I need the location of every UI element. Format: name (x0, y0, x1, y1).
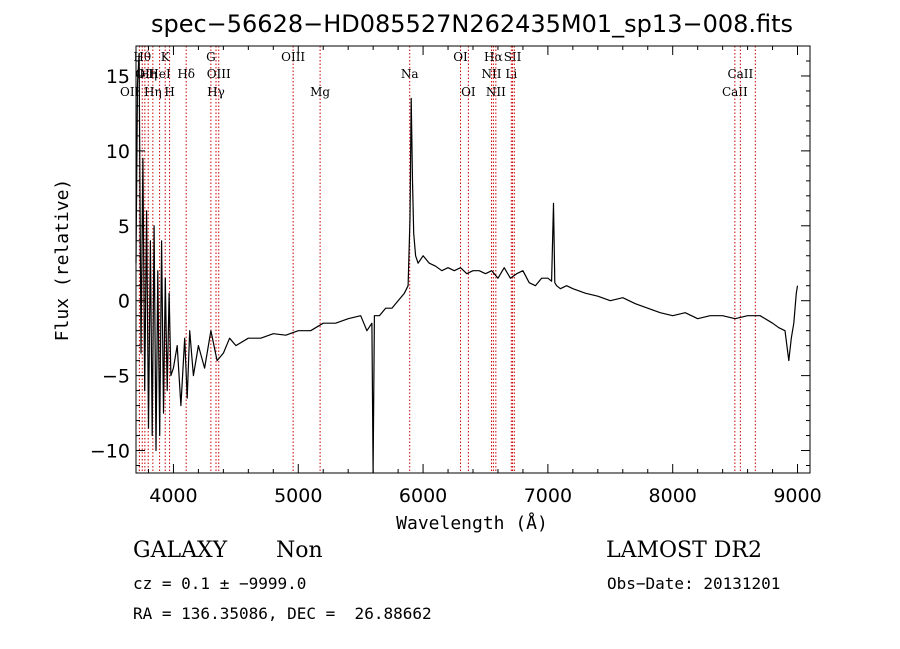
line-marker-label: Hα (484, 50, 503, 64)
line-marker-label: Li (505, 67, 517, 81)
class-label: GALAXY (133, 538, 228, 563)
line-marker-label: K (161, 50, 171, 64)
line-marker-label: H (164, 85, 174, 99)
x-tick-label: 9000 (773, 485, 821, 507)
line-marker-label: OI (453, 50, 468, 64)
line-marker-label: CaII (722, 85, 748, 99)
line-marker-label: Mg (310, 85, 330, 99)
survey-label: LAMOST DR2 (606, 538, 762, 563)
line-marker-label: NII (481, 67, 501, 81)
chart-title: spec−56628−HD085527N262435M01_sp13−008.f… (151, 10, 793, 38)
line-marker-label: OI (461, 85, 476, 99)
line-marker-label: SII (504, 50, 522, 64)
line-marker-label: NII (486, 85, 506, 99)
coords-text: RA = 136.35086, DEC = 26.88662 (133, 604, 432, 623)
y-axis-label: Flux (relative) (52, 179, 73, 342)
line-markers: OIIHθOIIHηHηHeIKHHδGHγOIIIOIIIMgNaOIOINI… (120, 46, 756, 473)
x-tick-label: 7000 (524, 485, 572, 507)
x-tick-label: 4000 (149, 485, 197, 507)
line-marker-label: OII (120, 85, 140, 99)
line-marker-label: CaII (727, 67, 753, 81)
line-marker-label: G (206, 50, 216, 64)
plot-frame (135, 45, 811, 474)
y-tick-label: 0 (118, 291, 130, 313)
x-axis: 4000 5000 6000 7000 8000 9000 (147, 46, 822, 507)
line-marker-label: Na (401, 67, 419, 81)
line-marker-label: HeI (148, 67, 171, 81)
x-tick-label: 5000 (274, 485, 322, 507)
obs-date-text: Obs−Date: 20131201 (607, 574, 781, 593)
x-tick-label: 8000 (649, 485, 697, 507)
x-tick-label: 6000 (399, 485, 447, 507)
line-marker-label: Hδ (177, 67, 195, 81)
line-marker-label: Hγ (207, 85, 225, 99)
cz-text: cz = 0.1 ± −9999.0 (133, 574, 307, 593)
y-tick-label: −10 (90, 441, 130, 463)
y-axis: −10 −5 0 5 10 15 (90, 60, 810, 467)
y-tick-label: 10 (106, 141, 130, 163)
y-tick-label: 15 (106, 66, 130, 88)
line-marker-label: OII (135, 67, 155, 81)
line-marker-label: Hη (144, 85, 162, 99)
spectrum-line-0 (135, 52, 799, 474)
series-layer (135, 52, 799, 474)
line-marker-label: OIII (281, 50, 305, 64)
subclass-label: Non (276, 538, 323, 563)
line-marker-label: OIII (207, 67, 231, 81)
y-tick-label: −5 (102, 366, 130, 388)
y-tick-label: 5 (118, 216, 130, 238)
x-axis-label: Wavelength (Å) (396, 512, 548, 534)
